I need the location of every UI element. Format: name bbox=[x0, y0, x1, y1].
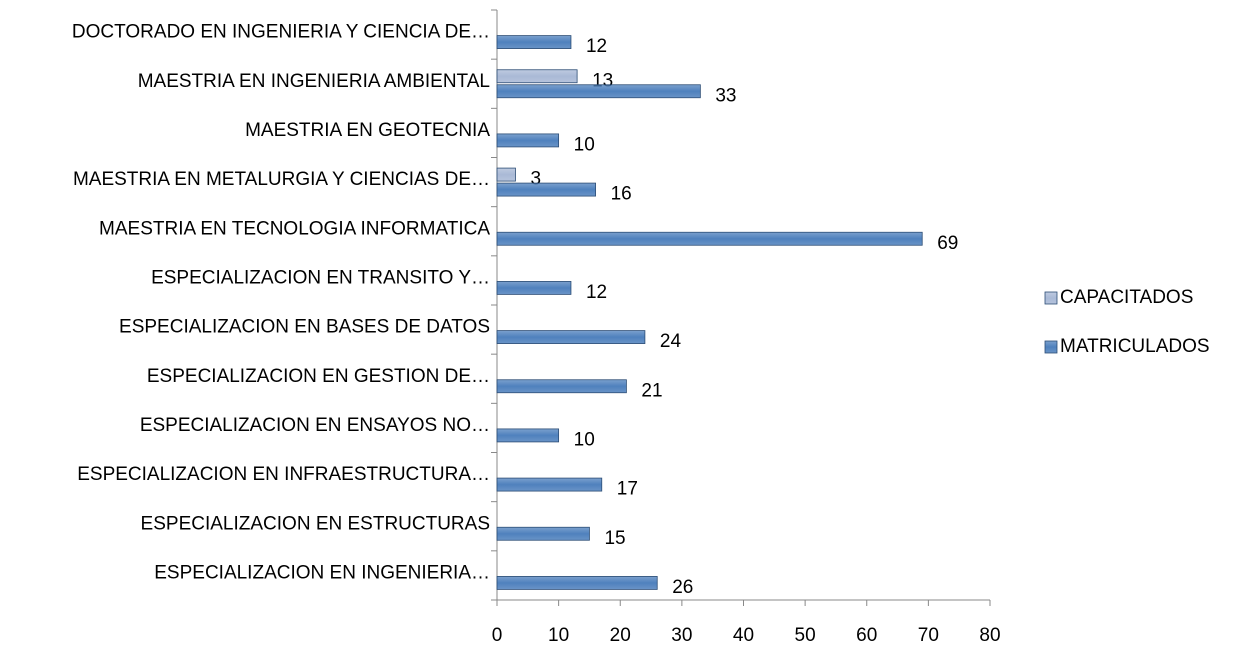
x-tick-label: 10 bbox=[548, 625, 569, 646]
bar bbox=[496, 69, 578, 84]
x-tick-label: 60 bbox=[856, 625, 877, 646]
bar bbox=[496, 167, 516, 182]
y-tick-label: DOCTORADO EN INGENIERIA Y CIENCIA DE… bbox=[72, 22, 490, 43]
x-tick-label: 80 bbox=[979, 625, 1000, 646]
data-label: 17 bbox=[617, 479, 638, 500]
bar bbox=[496, 84, 701, 99]
legend-swatch bbox=[1044, 291, 1058, 305]
data-label: 26 bbox=[672, 577, 693, 598]
data-label: 10 bbox=[574, 429, 595, 450]
data-label: 69 bbox=[937, 233, 958, 254]
bar bbox=[496, 35, 572, 49]
legend-label: MATRICULADOS bbox=[1060, 336, 1210, 357]
y-tick-label: MAESTRIA EN METALURGIA Y CIENCIAS DE… bbox=[73, 169, 490, 190]
y-tick-label: ESPECIALIZACION EN INFRAESTRUCTURA… bbox=[77, 464, 490, 485]
x-tick-label: 0 bbox=[492, 625, 503, 646]
data-label: 10 bbox=[574, 134, 595, 155]
bar bbox=[496, 281, 572, 295]
data-label: 21 bbox=[641, 380, 662, 401]
data-label: 33 bbox=[715, 85, 736, 106]
x-tick-label: 20 bbox=[610, 625, 631, 646]
bar bbox=[496, 576, 658, 590]
bar bbox=[496, 231, 923, 246]
y-tick-label: ESPECIALIZACION EN BASES DE DATOS bbox=[119, 317, 490, 338]
bar bbox=[496, 428, 560, 443]
data-label: 3 bbox=[530, 169, 541, 190]
data-label: 12 bbox=[586, 282, 607, 303]
data-label: 12 bbox=[586, 36, 607, 57]
x-tick-label: 70 bbox=[918, 625, 939, 646]
y-tick-label: MAESTRIA EN GEOTECNIA bbox=[245, 120, 490, 141]
data-label: 16 bbox=[611, 184, 632, 205]
x-tick-label: 50 bbox=[795, 625, 816, 646]
y-tick-label: ESPECIALIZACION EN INGENIERIA… bbox=[154, 562, 490, 583]
y-tick-label: ESPECIALIZACION EN ESTRUCTURAS bbox=[141, 513, 490, 534]
data-label: 15 bbox=[604, 528, 625, 549]
bar bbox=[496, 182, 596, 197]
y-tick-label: ESPECIALIZACION EN TRANSITO Y… bbox=[151, 267, 490, 288]
y-tick-label: ESPECIALIZACION EN GESTION DE… bbox=[147, 366, 490, 387]
bar bbox=[496, 526, 590, 541]
bar bbox=[496, 330, 646, 344]
y-tick-label: ESPECIALIZACION EN ENSAYOS NO… bbox=[140, 415, 490, 436]
x-tick-label: 40 bbox=[733, 625, 754, 646]
y-tick-label: MAESTRIA EN TECNOLOGIA INFORMATICA bbox=[99, 218, 490, 239]
legend-label: CAPACITADOS bbox=[1060, 287, 1193, 308]
bar bbox=[496, 477, 603, 492]
bar bbox=[496, 133, 560, 148]
y-tick-label: MAESTRIA EN INGENIERIA AMBIENTAL bbox=[138, 71, 490, 92]
legend-swatch bbox=[1044, 340, 1058, 354]
bar bbox=[496, 379, 627, 394]
x-tick-label: 30 bbox=[671, 625, 692, 646]
data-label: 24 bbox=[660, 331, 682, 352]
